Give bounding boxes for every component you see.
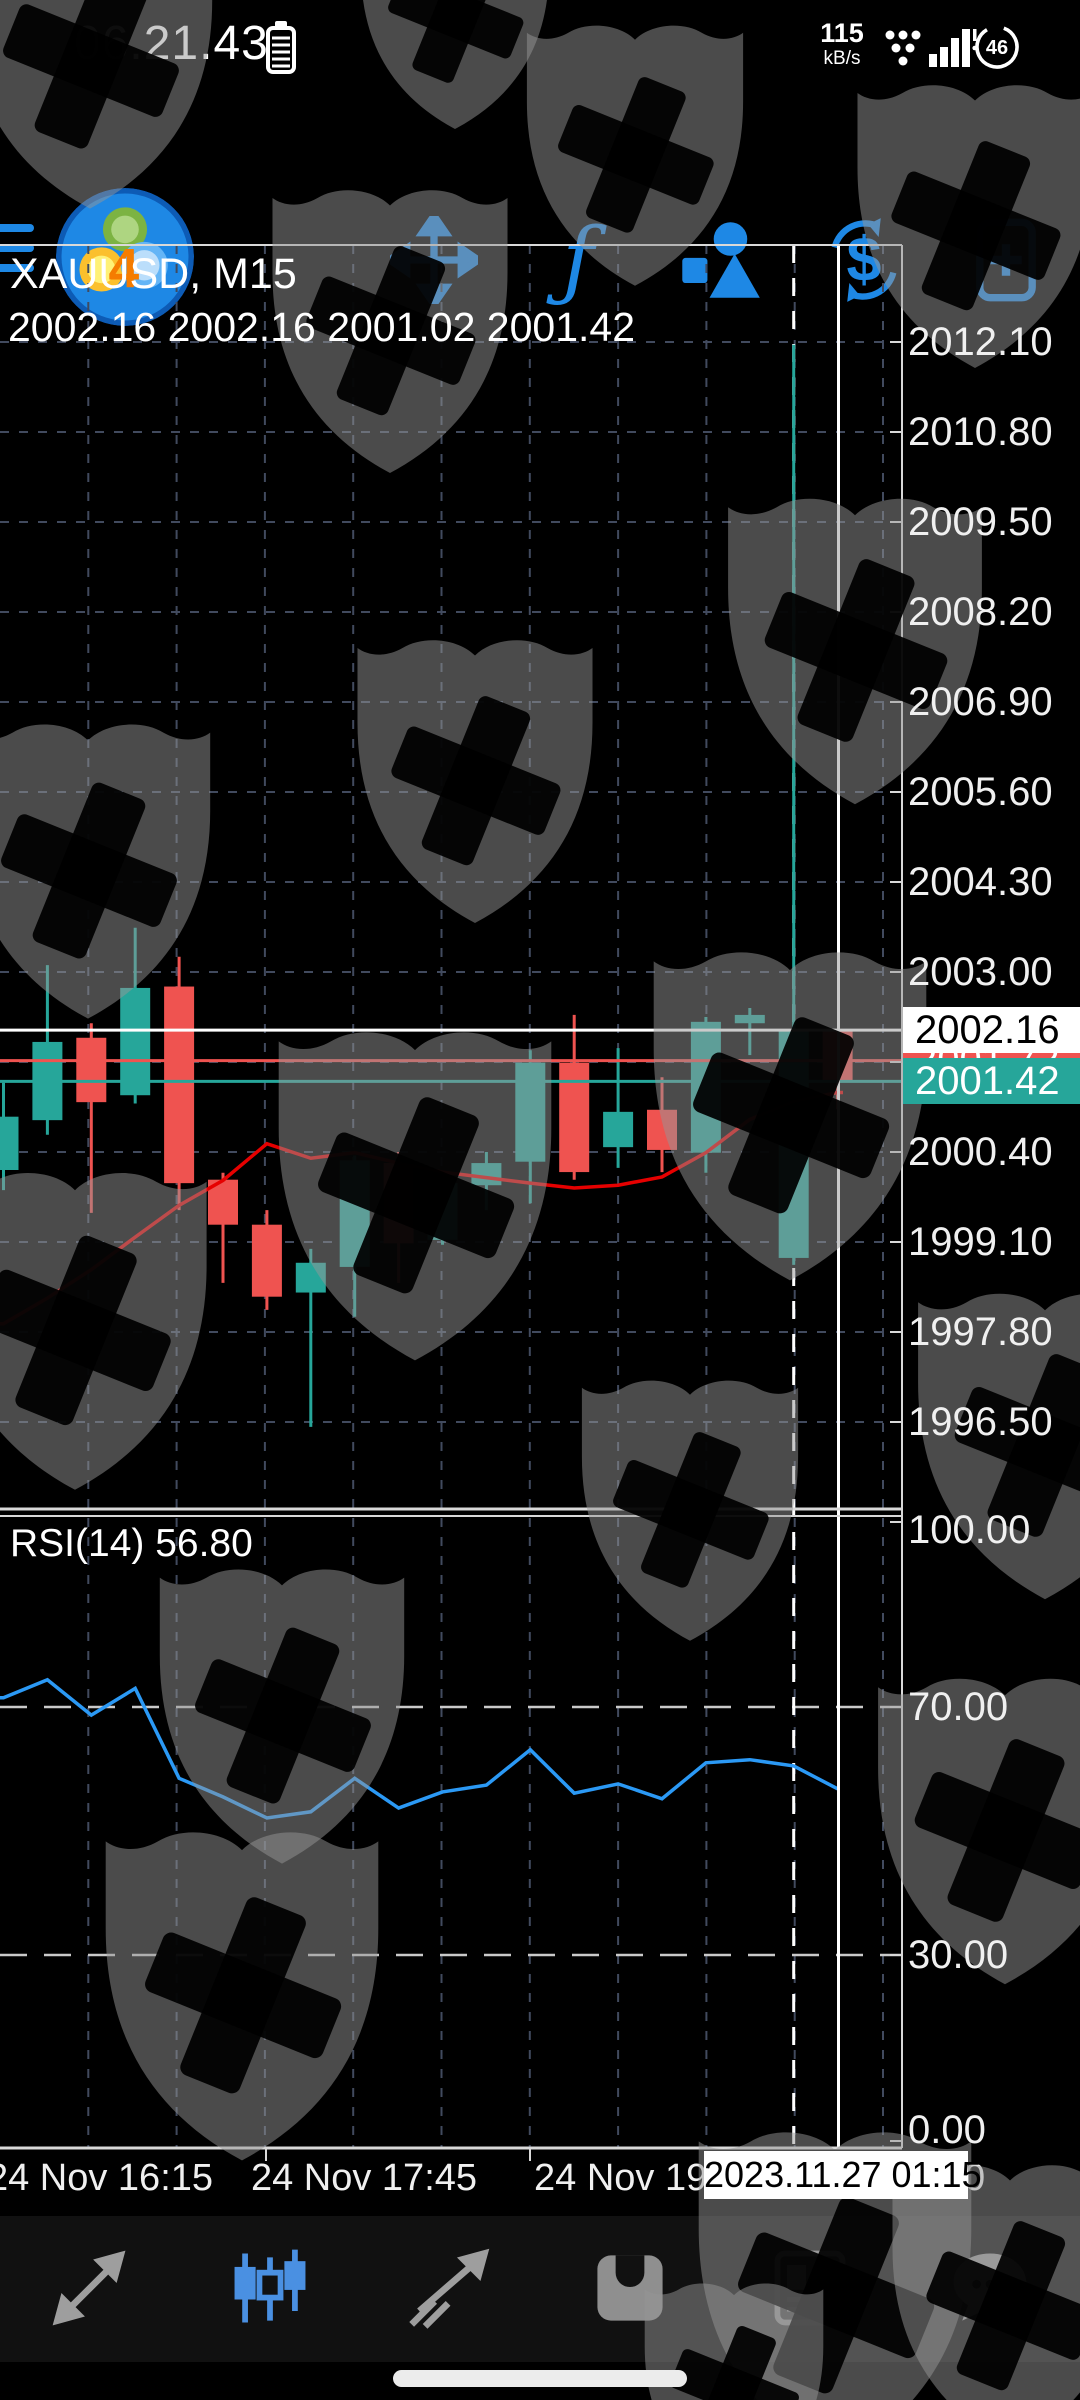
wifi-calling-icon <box>880 24 926 75</box>
nav-history[interactable] <box>570 2228 690 2348</box>
price-axis-label: 2009.50 <box>908 499 1053 544</box>
candle-body <box>515 1062 546 1162</box>
battery-charging-icon <box>258 16 304 83</box>
rsi-line <box>0 1677 839 1820</box>
battery-percent-badge: 46 <box>972 22 1022 77</box>
price-axis-label: 2005.60 <box>908 769 1053 814</box>
rsi-axis-label: 0.00 <box>908 2108 986 2152</box>
bottom-nav <box>0 2216 1080 2362</box>
network-speed-unit: kB/s <box>823 48 861 69</box>
candle-body <box>76 1037 107 1103</box>
candle-body <box>734 1014 765 1024</box>
bid-price-box: 2001.42 <box>903 1058 1080 1104</box>
candle-body <box>120 987 151 1096</box>
candle-body <box>251 1224 282 1297</box>
mt4-logo[interactable]: 4 <box>56 188 194 326</box>
menu-button[interactable] <box>0 212 44 308</box>
candle-body <box>603 1111 634 1148</box>
battery-percent-text: 46 <box>986 37 1008 59</box>
price-axis-label: 2012.10 <box>908 319 1053 364</box>
price-axis-label: 2004.30 <box>908 859 1053 904</box>
candle-body <box>295 1262 326 1293</box>
nav-charts[interactable] <box>210 2228 330 2348</box>
price-axis-label: 2010.80 <box>908 409 1053 454</box>
nav-messages[interactable] <box>930 2228 1050 2348</box>
nav-trade[interactable] <box>390 2228 510 2348</box>
candle-body <box>778 1030 809 1258</box>
price-axis-label: 1999.10 <box>908 1220 1053 1264</box>
rsi-axis-label: 100.00 <box>908 1508 1031 1552</box>
price-axis-label: 1997.80 <box>908 1310 1053 1354</box>
candle-body <box>647 1109 677 1150</box>
rsi-indicator-label: RSI(14) 56.80 <box>10 1522 253 1565</box>
candle-body <box>383 1163 414 1244</box>
chart-ohlc-values: 2002.16 2002.16 2001.02 2001.42 <box>8 304 635 350</box>
svg-text:4: 4 <box>108 237 139 299</box>
network-speed-value: 115 <box>820 18 864 48</box>
price-axis-label: 2006.90 <box>908 679 1053 724</box>
candle-body <box>0 1116 19 1171</box>
price-axis-label: 2003.00 <box>908 950 1053 994</box>
candle-body <box>471 1163 502 1186</box>
last-price-box: 2002.16 <box>903 1007 1080 1053</box>
candle-body <box>164 986 195 1184</box>
price-axis-label: 2008.20 <box>908 589 1053 634</box>
candle-body <box>690 1021 721 1153</box>
price-axis-label: 1996.50 <box>908 1400 1053 1444</box>
rsi-axis-label: 30.00 <box>908 1933 1009 1977</box>
candle-body <box>427 1183 458 1240</box>
candle-body <box>559 1062 590 1173</box>
price-axis-label: 2000.40 <box>908 1130 1053 1174</box>
candle-body <box>339 1160 370 1267</box>
network-speed: 115 kB/s <box>812 18 872 69</box>
chart-symbol-label: XAUUSD, M15 <box>10 250 297 298</box>
nav-news[interactable] <box>750 2228 870 2348</box>
time-axis-label: 24 Nov 17:45 <box>250 2157 478 2199</box>
time-axis-label: 24 Nov 16:15 <box>0 2157 214 2199</box>
rsi-axis-label: 70.00 <box>908 1685 1009 1729</box>
home-indicator[interactable] <box>393 2370 687 2387</box>
nav-quotes[interactable] <box>30 2228 150 2348</box>
crosshair-date-box: 2023.11.27 01:15 <box>704 2151 982 2199</box>
